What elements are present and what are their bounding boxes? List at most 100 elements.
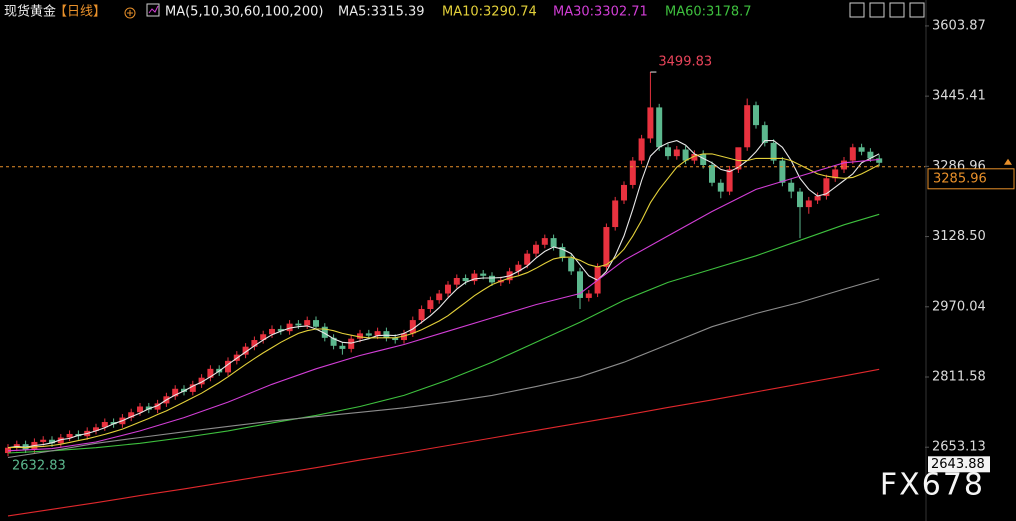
candle-body [365,333,372,336]
add-icon[interactable] [124,7,136,19]
candle-body [612,200,619,228]
candle-body [207,368,214,378]
y-tick-label: 3603.87 [932,18,986,33]
candle-body [436,293,443,301]
candle-body [304,320,311,326]
candle-body [788,182,795,192]
candles [5,72,883,457]
candle-body [621,184,627,201]
low-label: 2632.83 [12,459,66,474]
candle-body [225,360,231,373]
candle-body [93,427,99,431]
candle-body [797,191,803,208]
candle-body [568,258,575,272]
candle-body [559,246,566,259]
candle-body [585,293,592,298]
candle-body [110,422,117,425]
tool-button[interactable] [889,2,905,18]
candle-body [638,138,645,161]
candle-body [515,264,522,272]
candle-body [876,158,883,163]
candle-body [533,244,539,254]
candle-body [665,147,671,157]
tool-button[interactable] [849,2,865,18]
candle-body [145,406,152,410]
marker-price-box [928,456,990,473]
candle-body [550,238,557,247]
candle-body [629,160,636,185]
candle-body [49,439,55,444]
candle-body [445,284,451,294]
chart-title: 现货黄金 [4,4,56,20]
candle-body [374,331,381,336]
candle-body [453,278,460,285]
candle-body [392,337,399,341]
y-tick-label: 3445.41 [932,89,986,104]
ma-label: MA30:3302.71 [553,5,648,20]
candle-body [101,422,108,428]
candle-body [823,178,830,197]
ma-settings: MA(5,10,30,60,100,200) [165,5,323,20]
candle-body [603,227,610,267]
candle-body [709,165,715,183]
candle-body [647,107,654,139]
candle-body [172,388,179,397]
candle-body [849,147,856,161]
candle-body [57,437,64,444]
candle-body [735,147,742,170]
candle-body [480,273,487,276]
ma-line [7,153,880,449]
marker-price-label: 2643.88 [931,457,985,472]
y-tick-label: 3128.50 [932,229,986,244]
candle-body [656,107,663,148]
candle-body [269,328,275,335]
toolbar [849,2,925,18]
watermark: FX678 [880,468,985,503]
candle-body [40,439,47,442]
period[interactable]: 【日线】 [54,5,106,20]
indicator-icon[interactable] [146,3,160,17]
candle-body [717,182,724,192]
candle-body [383,331,390,338]
tool-button[interactable] [869,2,885,18]
candle-body [357,333,363,339]
ma-label: MA5:3315.39 [338,5,425,20]
candle-body [418,309,425,321]
current-price-label: 3285.96 [933,171,987,186]
candle-body [841,160,847,170]
candle-body [858,147,865,152]
y-tick-label: 2970.04 [932,299,986,314]
candle-body [726,169,733,192]
candle-body [137,406,143,413]
candle-body [805,200,812,208]
candle-body [181,388,187,392]
candle-body [770,142,777,161]
candle-body [753,105,759,126]
candle-body [832,169,839,179]
ma-line [7,278,880,459]
candle-body [673,149,680,157]
current-price-box [927,168,1015,190]
candle-body [330,337,337,346]
candle-body [541,238,548,245]
candle-body [814,196,821,201]
ma-line [7,368,880,517]
candle-body [761,125,768,143]
candle-body [348,338,355,349]
candle-body [242,346,249,355]
ma-line [7,140,880,449]
candle-body [286,323,293,332]
candle-body [462,278,469,282]
candle-body [198,377,205,385]
candle-body [427,300,434,310]
y-tick-label: 2811.58 [932,370,986,385]
tool-button[interactable] [909,2,925,18]
candle-body [339,345,346,349]
y-tick-label: 2653.13 [932,440,986,455]
ma-label: MA60:3178.7 [665,5,752,20]
candle-body [409,320,416,334]
candle-body [524,253,531,265]
candle-body [401,333,407,341]
candle-body [189,384,196,392]
